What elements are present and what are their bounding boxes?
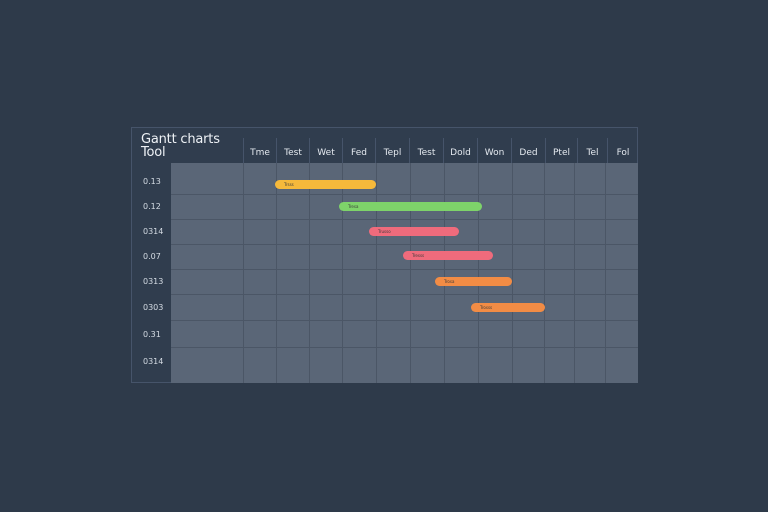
task-label: Trosss bbox=[480, 305, 493, 310]
row-label: 0.31 bbox=[143, 330, 161, 339]
grid-line bbox=[444, 163, 445, 383]
grid-line bbox=[478, 163, 479, 383]
grid-line bbox=[544, 163, 545, 383]
grid-line bbox=[171, 320, 638, 321]
grid-line bbox=[243, 163, 244, 383]
timeline-header: Tme Test Wet Fed Tepl Test Dold Won Ded … bbox=[243, 138, 638, 163]
grid-line bbox=[171, 347, 638, 348]
grid-line bbox=[276, 163, 277, 383]
row-label: 0314 bbox=[143, 227, 164, 236]
grid-line bbox=[309, 163, 310, 383]
column-header[interactable]: Test bbox=[409, 138, 443, 163]
grid-line bbox=[574, 163, 575, 383]
column-header[interactable]: Tel bbox=[577, 138, 607, 163]
page-title: Gantt charts Tool bbox=[141, 133, 220, 159]
task-bar[interactable]: Tresa bbox=[339, 202, 482, 211]
column-header[interactable]: Dold bbox=[443, 138, 477, 163]
row-label: 0313 bbox=[143, 277, 164, 286]
grid-line bbox=[171, 294, 638, 295]
column-header[interactable]: Tepl bbox=[375, 138, 409, 163]
title-line-2: Tool bbox=[141, 145, 166, 160]
grid-line bbox=[342, 163, 343, 383]
task-bar[interactable]: Trosss bbox=[471, 303, 545, 312]
grid-line bbox=[171, 244, 638, 245]
task-bar[interactable]: Trsss bbox=[275, 180, 376, 189]
row-label: 0.07 bbox=[143, 252, 161, 261]
row-label: 0303 bbox=[143, 303, 164, 312]
grid-line bbox=[171, 269, 638, 270]
row-label: 0.13 bbox=[143, 177, 161, 186]
column-header[interactable]: Wet bbox=[309, 138, 342, 163]
task-label: Trusso bbox=[378, 229, 391, 234]
task-bar[interactable]: Trosa bbox=[435, 277, 512, 286]
column-header[interactable]: Won bbox=[477, 138, 511, 163]
task-bar[interactable]: Trusso bbox=[369, 227, 459, 236]
task-label: Trosa bbox=[444, 279, 455, 284]
row-label: 0314 bbox=[143, 357, 164, 366]
grid-line bbox=[376, 163, 377, 383]
grid-line bbox=[605, 163, 606, 383]
title-line-1: Gantt charts bbox=[141, 132, 220, 147]
task-bar[interactable]: Tresss bbox=[403, 251, 493, 260]
column-header[interactable]: Ded bbox=[511, 138, 545, 163]
column-header[interactable]: Ptel bbox=[545, 138, 577, 163]
column-header[interactable]: Fed bbox=[342, 138, 375, 163]
column-header[interactable]: Test bbox=[276, 138, 309, 163]
task-label: Trsss bbox=[284, 182, 294, 187]
task-label: Tresss bbox=[412, 253, 425, 258]
grid-line bbox=[171, 194, 638, 195]
task-label: Tresa bbox=[348, 204, 359, 209]
column-header[interactable]: Tme bbox=[243, 138, 276, 163]
grid-line bbox=[171, 219, 638, 220]
gantt-grid bbox=[171, 163, 638, 383]
row-label: 0.12 bbox=[143, 202, 161, 211]
grid-line bbox=[512, 163, 513, 383]
column-header[interactable]: Fol bbox=[607, 138, 638, 163]
grid-line bbox=[410, 163, 411, 383]
